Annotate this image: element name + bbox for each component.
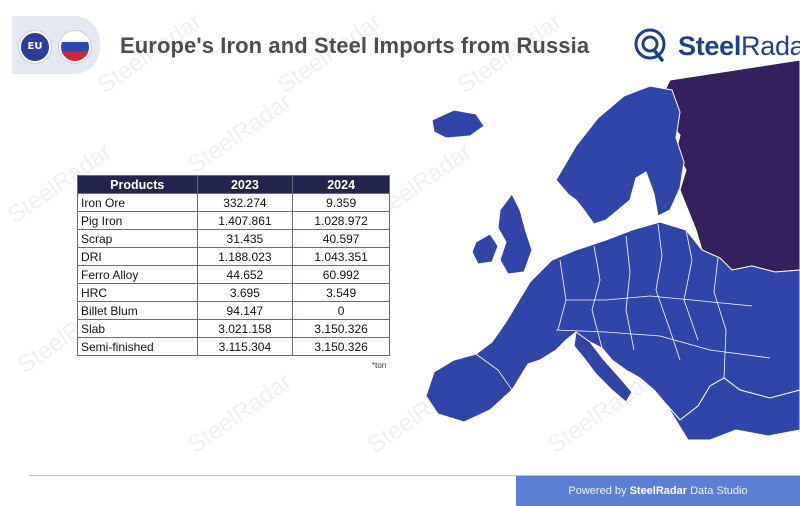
- table-row: Iron Ore 332.274 9.359: [77, 193, 390, 212]
- scandinavia-region: [555, 85, 685, 225]
- header-products: Products: [77, 175, 198, 194]
- watermark-text: SteelRadar: [182, 88, 297, 180]
- footer-divider: [30, 475, 800, 476]
- russia-flag-icon: [59, 31, 91, 63]
- header-2023: 2023: [196, 175, 294, 194]
- value-2023-cell: 44.652: [196, 265, 294, 284]
- value-2023-cell: 94.147: [196, 301, 294, 320]
- value-2023-cell: 1.407.861: [196, 211, 294, 230]
- value-2023-cell: 3.021.158: [196, 319, 294, 338]
- table-row: DRI 1.188.023 1.043.351: [77, 247, 390, 266]
- country-borders: [475, 223, 771, 391]
- iceland-region: [431, 109, 485, 139]
- table-row: Pig Iron 1.407.861 1.028.972: [77, 211, 390, 230]
- value-2023-cell: 31.435: [196, 229, 294, 248]
- italy-region: [573, 331, 633, 403]
- product-cell: Pig Iron: [77, 211, 198, 230]
- value-2024-cell: 1.043.351: [292, 247, 390, 266]
- product-cell: DRI: [77, 247, 198, 266]
- mainland-europe-region: [425, 221, 800, 423]
- product-cell: Iron Ore: [77, 193, 198, 212]
- balkans-region: [665, 377, 800, 441]
- value-2024-cell: 3.150.326: [292, 319, 390, 338]
- value-2024-cell: 9.359: [292, 193, 390, 212]
- europe-map: [425, 60, 800, 441]
- value-2023-cell: 3.695: [196, 283, 294, 302]
- steelradar-logo[interactable]: SteelRadar: [630, 24, 800, 68]
- table-row: Semi-finished 3.115.304 3.150.326: [77, 337, 390, 356]
- footer-suffix: Data Studio: [687, 485, 748, 497]
- table-row: Billet Blum 94.147 0: [77, 301, 390, 320]
- table-row: Scrap 31.435 40.597: [77, 229, 390, 248]
- eu-flag-label: EU: [27, 41, 43, 52]
- product-cell: Scrap: [77, 229, 198, 248]
- imports-table: Products 2023 2024 Iron Ore 332.274 9.35…: [77, 175, 390, 356]
- product-cell: HRC: [77, 283, 198, 302]
- table-row: Slab 3.021.158 3.150.326: [77, 319, 390, 338]
- eu-flag-icon: EU: [19, 31, 51, 63]
- footer-brand: SteelRadar: [629, 485, 688, 497]
- product-cell: Slab: [77, 319, 198, 338]
- product-cell: Billet Blum: [77, 301, 198, 320]
- logo-text-steel: Steel: [678, 31, 742, 61]
- logo-text: SteelRadar: [678, 31, 800, 62]
- header-2024: 2024: [292, 175, 390, 194]
- watermark-text: SteelRadar: [182, 368, 297, 460]
- value-2024-cell: 3.150.326: [292, 337, 390, 356]
- britain-region: [497, 193, 533, 275]
- table-header-row: Products 2023 2024: [77, 175, 390, 194]
- footer-prefix: Powered by: [568, 485, 630, 497]
- value-2024-cell: 40.597: [292, 229, 390, 248]
- logo-text-radar: Radar: [741, 31, 800, 61]
- table-row: HRC 3.695 3.549: [77, 283, 390, 302]
- ireland-region: [471, 233, 499, 265]
- unit-note: *ton: [372, 361, 387, 370]
- table-row: Ferro Alloy 44.652 60.992: [77, 265, 390, 284]
- value-2024-cell: 0: [292, 301, 390, 320]
- value-2023-cell: 332.274: [196, 193, 294, 212]
- value-2023-cell: 1.188.023: [196, 247, 294, 266]
- value-2024-cell: 1.028.972: [292, 211, 390, 230]
- value-2024-cell: 60.992: [292, 265, 390, 284]
- page-title: Europe's Iron and Steel Imports from Rus…: [120, 33, 590, 58]
- value-2023-cell: 3.115.304: [196, 337, 294, 356]
- product-cell: Semi-finished: [77, 337, 198, 356]
- footer-bar: Powered by SteelRadar Data Studio: [516, 476, 800, 506]
- steelradar-logo-icon: [634, 28, 666, 62]
- value-2024-cell: 3.549: [292, 283, 390, 302]
- product-cell: Ferro Alloy: [77, 265, 198, 284]
